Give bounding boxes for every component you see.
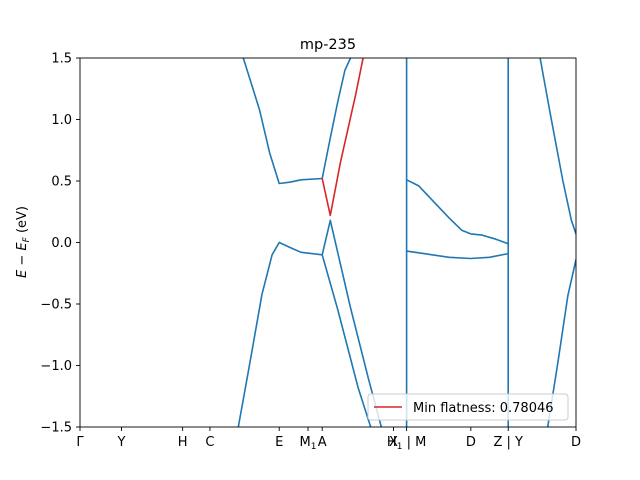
x-tick-label: E [275,435,283,450]
y-axis-label: E − EF (eV) [15,206,32,278]
highlight-band-line-12 [321,58,364,217]
x-tick-label: Y [116,435,125,450]
legend-label: Min flatness: 0.78046 [413,401,554,416]
band-line-8 [405,179,510,245]
x-tick-label: A [318,435,327,450]
y-tick-label: 0.0 [51,236,72,251]
x-tick-label: X [389,435,398,450]
x-tick-label: M1 [300,435,317,452]
x-tick-label: Z | Y [493,435,523,450]
plot-frame [79,57,577,428]
legend: Min flatness: 0.78046 [367,393,569,421]
y-tick-label: 1.5 [51,52,72,67]
band-line-9 [405,250,510,260]
chart-title: mp-235 [300,37,356,53]
x-tick-label: H [178,435,188,450]
y-tick-label: 1.0 [51,113,72,128]
band-line-3 [321,219,332,256]
x-tick-label: H1 | M [387,435,426,452]
band-line-2 [237,241,324,427]
x-tick-label: D [466,435,476,450]
band-line-5 [321,254,372,427]
band-line-0 [242,58,324,185]
axes-layer: −1.5 −1.0 −0.5 0.0 0.5 1.0 1.5 Γ Y H C E M1 A XH1 | M D… [40,52,581,453]
band-line-10 [539,58,576,235]
y-tick-label: −0.5 [40,298,72,313]
y-tick-label: −1.0 [40,359,72,374]
band-line-1 [321,58,352,180]
x-tick-label: Γ [76,435,84,450]
y-tick-label: 0.5 [51,175,72,190]
y-tick-label: −1.5 [40,421,72,436]
legend-box [367,393,569,421]
x-tick-label: D [571,435,581,450]
x-tick-label: C [205,435,214,450]
bands-layer [237,58,576,427]
